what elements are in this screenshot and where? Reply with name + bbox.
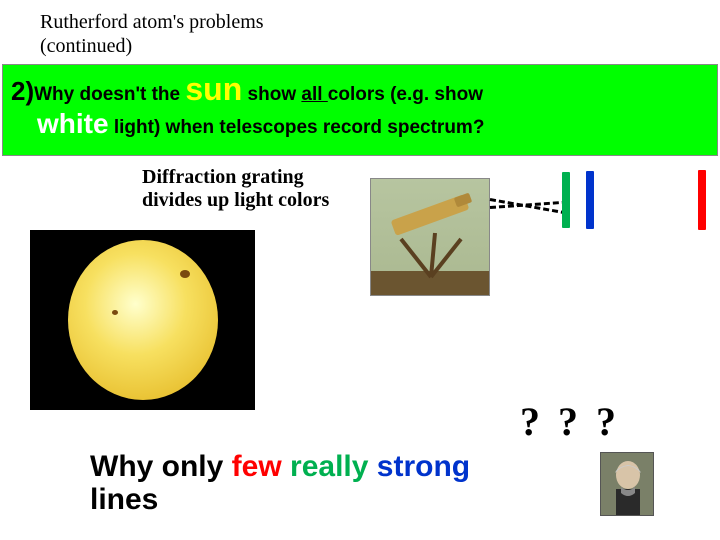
q-part3: colors (e.g. show xyxy=(328,84,483,105)
title-line2: (continued) xyxy=(40,35,132,57)
spectrum-line xyxy=(698,170,706,230)
white-word: white xyxy=(37,108,109,139)
rutherford-portrait xyxy=(600,452,654,516)
bottom-question: Why only few really strong lines xyxy=(90,450,570,516)
diffraction-label: Diffraction grating divides up light col… xyxy=(142,166,329,212)
sun-circle xyxy=(68,240,218,400)
spectrum-area xyxy=(492,160,712,240)
bq-t1: Why only xyxy=(90,450,232,483)
question-marks: ? ? ? xyxy=(520,398,620,445)
bq-t2: lines xyxy=(90,483,158,516)
sunspot-icon xyxy=(180,270,190,278)
slide-title: Rutherford atom's problems (continued) xyxy=(40,10,264,58)
sunspot-icon xyxy=(112,310,118,315)
sun-image xyxy=(30,230,255,410)
bq-few: few xyxy=(232,450,290,483)
question-box: 2)Why doesn't the sun show all colors (e… xyxy=(2,64,718,156)
spectrum-line xyxy=(562,172,570,228)
question-number: 2) xyxy=(11,76,34,106)
q-part1: Why doesn't the xyxy=(34,84,185,105)
bq-strong: strong xyxy=(377,450,470,483)
q-part4: light) when telescopes record spectrum? xyxy=(109,117,485,138)
title-line1: Rutherford atom's problems xyxy=(40,11,264,33)
spectrum-line xyxy=(586,171,594,229)
portrait-icon xyxy=(601,453,654,516)
q-part2: show xyxy=(242,84,301,105)
bq-really: really xyxy=(290,450,377,483)
diffraction-line1: Diffraction grating xyxy=(142,166,304,188)
telescope-icon xyxy=(371,179,490,296)
q-all: all xyxy=(301,84,327,105)
diffraction-line2: divides up light colors xyxy=(142,189,329,211)
telescope-image xyxy=(370,178,490,296)
sun-word: sun xyxy=(185,71,242,107)
